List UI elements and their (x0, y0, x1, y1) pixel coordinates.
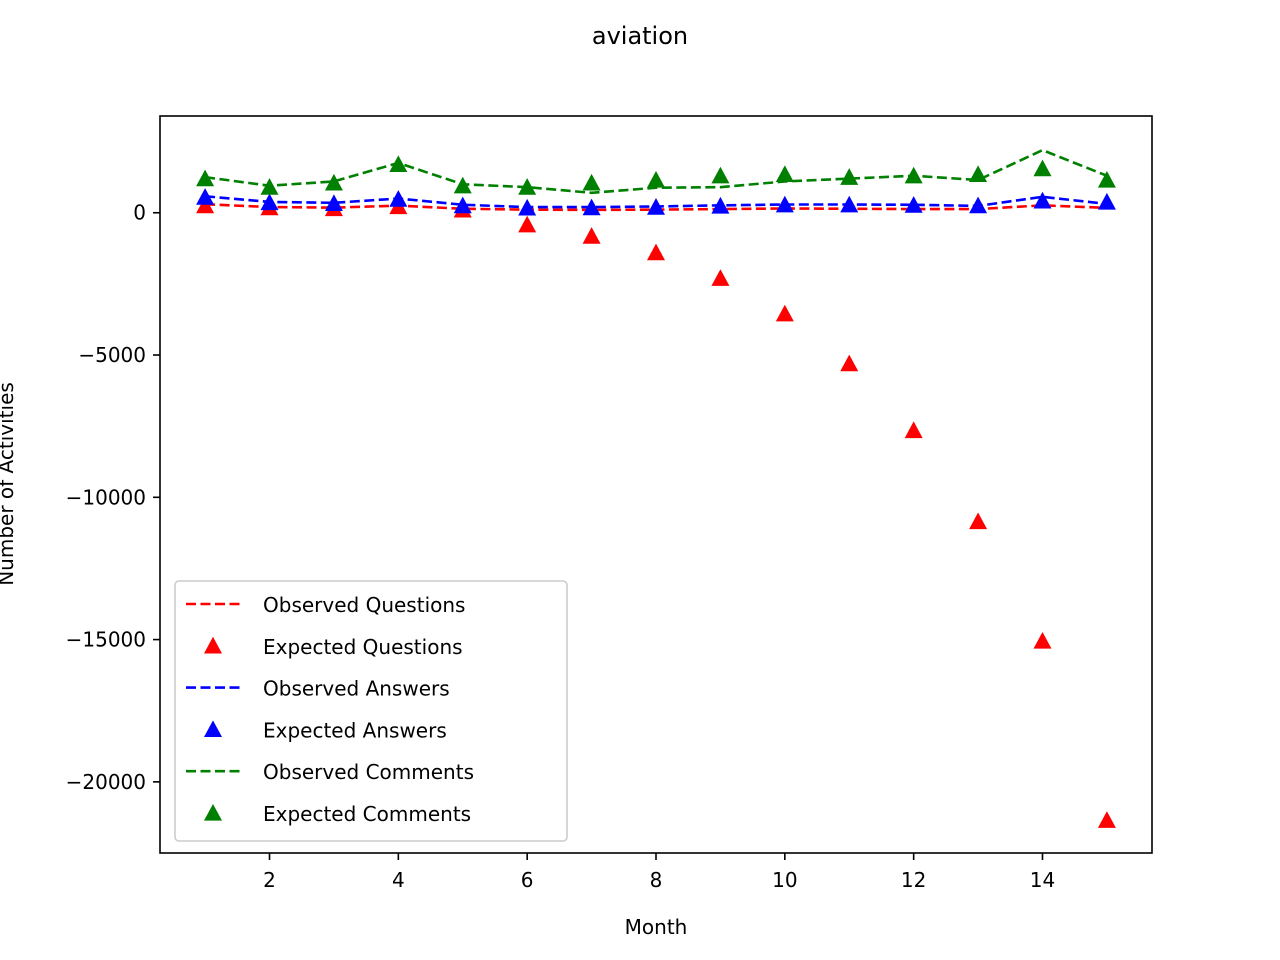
data-point-expected-answers (711, 196, 730, 214)
x-tick-label: 6 (521, 868, 534, 892)
data-point-expected-questions (196, 196, 215, 214)
data-point-expected-answers (1033, 191, 1052, 209)
data-point-expected-comments (969, 165, 988, 182)
data-point-expected-answers (904, 196, 923, 213)
y-tick-label: −15000 (66, 628, 146, 652)
data-point-expected-questions (1097, 811, 1116, 828)
y-tick-label: −5000 (78, 343, 146, 367)
y-tick-label: −20000 (66, 770, 146, 794)
data-point-expected-comments (904, 166, 923, 184)
data-point-expected-questions (969, 512, 988, 530)
legend-label: Expected Answers (263, 718, 447, 742)
data-point-expected-comments (453, 176, 472, 194)
data-point-expected-comments (775, 165, 794, 182)
data-point-expected-comments (389, 155, 408, 173)
legend-box (174, 580, 568, 842)
data-point-expected-comments (196, 169, 215, 187)
x-axis-label: Month (625, 915, 688, 939)
data-point-expected-comments (260, 178, 279, 195)
legend-label: Observed Comments (263, 760, 474, 784)
legend: Observed Questions Expected Questions Obse… (174, 580, 568, 842)
data-point-expected-comments (582, 173, 601, 191)
legend-label: Observed Questions (263, 593, 465, 617)
legend-swatch-expected-answers (204, 720, 222, 738)
x-axis-ticks: 2 4 6 8 10 12 14 (263, 853, 1055, 892)
data-point-expected-comments (711, 166, 730, 184)
data-point-expected-answers (196, 188, 215, 205)
data-point-expected-answers (582, 198, 601, 216)
data-point-expected-comments (1033, 159, 1052, 177)
data-point-expected-comments (1097, 171, 1116, 188)
data-layer (196, 148, 1116, 828)
data-point-expected-answers (518, 198, 537, 216)
data-point-expected-answers (647, 198, 665, 215)
data-point-expected-comments (647, 171, 665, 188)
data-point-expected-answers (389, 190, 408, 207)
data-point-expected-comments (518, 178, 537, 195)
data-point-expected-questions (775, 304, 794, 322)
y-axis-label: Number of Activities (0, 382, 18, 586)
x-tick-label: 8 (650, 868, 663, 892)
x-tick-label: 10 (772, 868, 797, 892)
legend-label: Observed Answers (263, 677, 450, 701)
data-point-expected-answers (775, 195, 794, 213)
x-tick-label: 14 (1030, 868, 1055, 892)
data-point-expected-questions (518, 215, 537, 233)
data-point-expected-answers (1097, 192, 1116, 210)
data-point-expected-questions (1033, 632, 1052, 649)
y-tick-label: −10000 (66, 485, 146, 509)
data-point-expected-answers (260, 193, 279, 211)
data-point-expected-answers (453, 196, 472, 214)
data-point-expected-questions (647, 243, 665, 261)
legend-swatch-expected-comments (204, 804, 222, 821)
data-point-expected-questions (840, 354, 859, 372)
data-point-expected-questions (711, 269, 730, 286)
data-point-expected-comments (324, 173, 343, 191)
series-line-observed-comments (204, 148, 1108, 195)
legend-label: Expected Questions (263, 635, 463, 659)
data-point-expected-answers (840, 195, 859, 213)
chart-title: aviation (592, 22, 688, 50)
y-tick-label: 0 (133, 201, 146, 225)
x-tick-label: 12 (901, 868, 926, 892)
data-point-expected-questions (904, 421, 923, 439)
legend-label: Expected Comments (263, 802, 471, 826)
y-axis-ticks: 0 −5000 −10000 −15000 −20000 (66, 201, 160, 794)
data-point-expected-answers (324, 194, 343, 212)
x-tick-label: 4 (392, 868, 405, 892)
data-point-expected-questions (582, 227, 601, 244)
data-point-expected-comments (840, 168, 859, 185)
data-point-expected-answers (969, 196, 988, 214)
legend-swatch-expected-questions (204, 636, 222, 654)
x-tick-label: 2 (263, 868, 276, 892)
